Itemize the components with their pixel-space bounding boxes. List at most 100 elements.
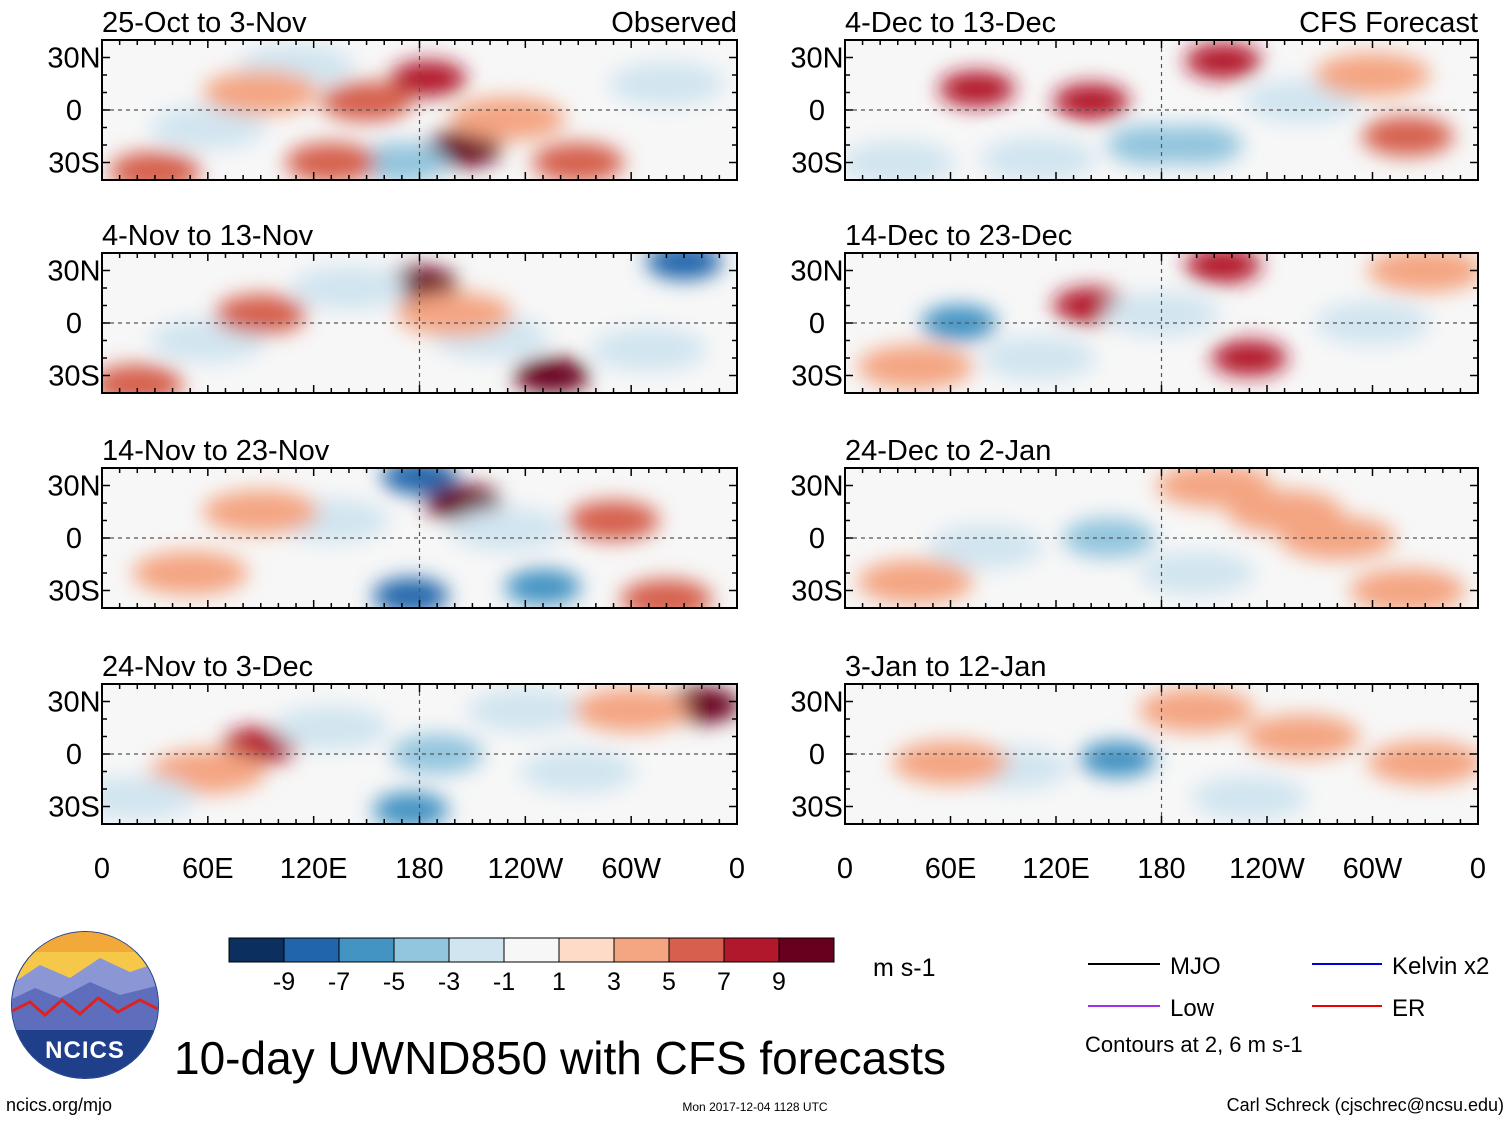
anomaly-blob xyxy=(396,292,513,337)
y-tick-label: 0 xyxy=(66,308,82,340)
logo-text: NCICS xyxy=(45,1037,125,1064)
colorbar-label: 3 xyxy=(607,968,621,996)
y-tick-label: 30S xyxy=(791,148,843,180)
legend-label-low: Low xyxy=(1170,995,1215,1022)
ncics-logo: NCICS xyxy=(11,931,159,1079)
y-tick-label: 30N xyxy=(790,471,843,503)
colorbar-swatch xyxy=(613,937,670,963)
y-tick-label: 30S xyxy=(791,792,843,824)
panel-title: 4-Nov to 13-Nov xyxy=(102,220,314,252)
y-tick-label: 0 xyxy=(809,523,825,555)
panel-5: 4-Dec to 13-Dec CFS Forecast 30N 0 30S xyxy=(790,7,1479,181)
timestamp: Mon 2017-12-04 1128 UTC xyxy=(682,1100,828,1114)
y-tick-label: 30N xyxy=(790,687,843,719)
colorbar-swatch xyxy=(778,937,835,963)
anomaly-blob xyxy=(1211,340,1288,376)
colorbar-label: 7 xyxy=(717,968,731,996)
anomaly-blob xyxy=(1244,714,1361,759)
anomaly-blob xyxy=(320,81,413,122)
panel-tag: Observed xyxy=(611,7,737,39)
y-tick-label: 0 xyxy=(66,95,82,127)
anomaly-blob xyxy=(1053,83,1130,120)
anomaly-blob xyxy=(1361,116,1454,157)
colorbar-label: -9 xyxy=(273,968,295,996)
colorbar-swatch xyxy=(393,937,450,963)
panel-title: 4-Dec to 13-Dec xyxy=(845,7,1056,39)
anomaly-blob xyxy=(381,468,458,495)
y-tick-label: 30N xyxy=(790,43,843,75)
x-tick-label: 120W xyxy=(1229,853,1305,885)
colorbar-swatch xyxy=(668,937,725,963)
panel-title: 14-Nov to 23-Nov xyxy=(102,435,330,467)
anomaly-blob xyxy=(1156,468,1273,508)
y-tick-label: 30N xyxy=(47,687,100,719)
anomaly-blob xyxy=(1279,516,1396,560)
y-tick-label: 30N xyxy=(790,256,843,288)
anomaly-blob xyxy=(102,775,196,820)
panel-title: 24-Nov to 3-Dec xyxy=(102,651,313,683)
panel-tag: CFS Forecast xyxy=(1299,7,1478,39)
anomaly-field xyxy=(857,253,1478,389)
anomaly-field xyxy=(102,687,737,824)
website-link[interactable]: ncics.org/mjo xyxy=(6,1095,112,1115)
y-tick-label: 0 xyxy=(66,739,82,771)
x-tick-label: 180 xyxy=(1137,853,1185,885)
anomaly-blob xyxy=(202,70,319,115)
colorbar: -9 -7 -5 -3 -1 1 3 5 7 9 xyxy=(228,937,835,996)
anomaly-blob xyxy=(980,137,1097,180)
y-tick-label: 0 xyxy=(809,739,825,771)
anomaly-blob xyxy=(1138,688,1255,733)
anomaly-blob xyxy=(1138,551,1255,595)
legend-label-er: ER xyxy=(1392,995,1425,1022)
y-tick-label: 30S xyxy=(48,361,100,393)
colorbar-swatch xyxy=(558,937,615,963)
panel-title: 25-Oct to 3-Nov xyxy=(102,7,307,39)
anomaly-blob xyxy=(290,266,407,310)
author-credit: Carl Schreck (cjschrec@ncsu.edu) xyxy=(1227,1095,1504,1115)
anomaly-blob xyxy=(102,364,184,393)
figure-title: 10-day UWND850 with CFS forecasts xyxy=(174,1032,946,1084)
colorbar-swatch xyxy=(448,937,505,963)
x-tick-label: 180 xyxy=(395,853,443,885)
y-tick-label: 0 xyxy=(809,95,825,127)
anomaly-blob xyxy=(1062,518,1155,558)
anomaly-blob xyxy=(1314,53,1431,97)
colorbar-label: -5 xyxy=(383,968,405,996)
anomaly-blob xyxy=(1314,301,1431,345)
anomaly-blob xyxy=(938,71,1015,107)
anomaly-field xyxy=(132,468,713,608)
anomaly-blob xyxy=(390,60,467,97)
legend-label-kelvin: Kelvin x2 xyxy=(1392,953,1489,980)
anomaly-blob xyxy=(132,551,249,595)
panel-title: 14-Dec to 23-Dec xyxy=(845,220,1072,252)
x-tick-label: 0 xyxy=(729,853,745,885)
anomaly-blob xyxy=(108,151,201,180)
anomaly-blob xyxy=(927,524,1044,569)
y-tick-label: 30S xyxy=(48,148,100,180)
anomaly-blob xyxy=(504,569,581,605)
x-tick-label: 60W xyxy=(601,853,661,885)
anomaly-blob xyxy=(567,500,660,541)
anomaly-blob xyxy=(1103,292,1220,337)
x-axis-labels: 0 60E 120E 180 120W 60W 0 0 60E 120E 180 120W 60W 0 xyxy=(94,853,1486,885)
panels-layer: 25-Oct to 3-Nov Observed 30N 0 30S 4-Nov to 1… xyxy=(47,7,1479,825)
contour-note: Contours at 2, 6 m s-1 xyxy=(1085,1032,1303,1057)
anomaly-blob xyxy=(214,294,307,335)
y-tick-label: 30S xyxy=(791,361,843,393)
anomaly-blob xyxy=(202,489,319,534)
x-tick-label: 60W xyxy=(1343,853,1403,885)
anomaly-blob xyxy=(1185,43,1262,79)
x-tick-label: 60E xyxy=(925,853,977,885)
y-tick-label: 30N xyxy=(47,256,100,288)
x-tick-label: 0 xyxy=(837,853,853,885)
y-tick-label: 30S xyxy=(48,576,100,608)
colorbar-swatch xyxy=(503,937,560,963)
colorbar-label: 5 xyxy=(662,968,676,996)
x-tick-label: 0 xyxy=(1470,853,1486,885)
x-tick-label: 60E xyxy=(182,853,234,885)
anomaly-blob xyxy=(1191,775,1308,820)
anomaly-blob xyxy=(285,142,378,180)
